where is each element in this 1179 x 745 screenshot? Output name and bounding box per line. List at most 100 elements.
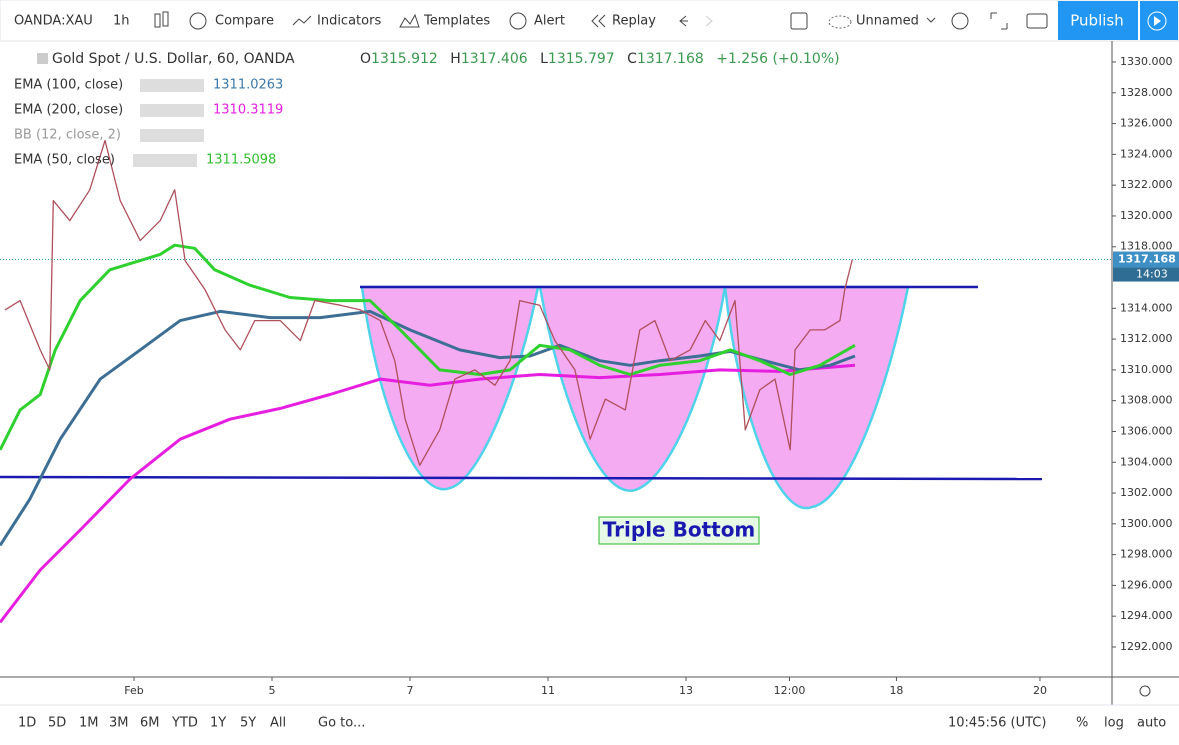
triple-bottom-drawing: Triple Bottom <box>0 285 1043 545</box>
x-tick-label: 12:00 <box>774 684 806 697</box>
last-price: 1317.168 <box>1118 253 1176 266</box>
y-tick-label: 1318.000 <box>1120 240 1173 253</box>
y-tick-label: 1320.000 <box>1120 209 1173 222</box>
countdown: 14:03 <box>1136 268 1168 281</box>
range-button[interactable]: 3M <box>109 716 129 731</box>
y-tick-label: 1322.000 <box>1120 178 1173 191</box>
y-tick-label: 1314.000 <box>1120 301 1173 314</box>
chevron[interactable] <box>926 17 936 23</box>
cloud-icon[interactable] <box>828 15 852 29</box>
y-tick-label: 1310.000 <box>1120 363 1173 376</box>
templates-icon[interactable] <box>399 13 420 28</box>
range-button[interactable]: 1Y <box>210 716 226 731</box>
range-button[interactable]: 6M <box>140 716 160 731</box>
series-line <box>0 363 856 624</box>
symbol-icon <box>37 53 48 64</box>
x-tick-label: 7 <box>406 684 413 697</box>
toolbar: OANDA:XAU 1h Compare Indicators Template… <box>0 0 1179 42</box>
redo[interactable] <box>705 15 713 27</box>
replay[interactable]: Replay <box>612 14 656 29</box>
y-tick-label: 1294.000 <box>1120 609 1173 622</box>
annotation: Triple Bottom <box>603 518 756 542</box>
legend-value: 1311.0263 <box>213 78 283 93</box>
candle-icon[interactable] <box>154 11 169 28</box>
play-triangle <box>1154 16 1161 26</box>
y-tick-label: 1296.000 <box>1120 578 1173 591</box>
legend-entry[interactable]: EMA (50, close) <box>14 153 115 168</box>
annotation-box <box>598 516 760 545</box>
bottom-bar: Go to... 10:45:56 (UTC) % log auto 1D 5D 1… <box>18 685 1166 731</box>
ohlc-key: O <box>360 51 371 67</box>
last-price-tag <box>1113 251 1179 268</box>
range-button[interactable]: YTD <box>171 716 198 731</box>
legend-entry[interactable]: BB (12, close, 2) <box>14 128 121 143</box>
x-tick-label: 5 <box>268 684 275 697</box>
interval[interactable]: 1h <box>113 14 130 29</box>
x-tick-label: 13 <box>679 684 693 697</box>
layout-name[interactable]: Unnamed <box>856 14 919 29</box>
compare[interactable]: Compare <box>215 14 274 29</box>
toolbar-bg <box>0 0 1179 42</box>
templates[interactable]: Templates <box>423 14 490 29</box>
publish[interactable]: Publish <box>1070 12 1123 30</box>
y-tick-label: 1302.000 <box>1120 486 1173 499</box>
x-tick-label: 18 <box>889 684 903 697</box>
x-tick-label: 20 <box>1033 684 1047 697</box>
percent-toggle[interactable]: % <box>1076 716 1088 731</box>
settings[interactable] <box>951 12 969 30</box>
cup <box>723 285 910 510</box>
y-tick-label: 1306.000 <box>1120 424 1173 437</box>
legend: Gold Spot / U.S. Dollar, 60, OANDA O1315… <box>14 51 840 168</box>
snapshot[interactable] <box>1026 13 1048 29</box>
log-toggle[interactable]: log <box>1104 716 1124 731</box>
layout-icon[interactable] <box>790 12 808 30</box>
alert-icon[interactable] <box>509 12 527 30</box>
plot <box>0 139 1112 624</box>
x-tick-label: 11 <box>541 684 555 697</box>
change: +1.256 (+0.10%) <box>716 51 839 67</box>
legend-entry[interactable]: EMA (100, close) <box>14 78 123 93</box>
goto[interactable]: Go to... <box>318 716 365 731</box>
ohlc-key: H <box>450 51 461 67</box>
fullscreen[interactable] <box>990 12 1008 30</box>
cup <box>538 285 727 492</box>
play-icon <box>1147 11 1167 31</box>
indicators-icon[interactable] <box>292 15 312 26</box>
axis-settings[interactable] <box>1139 685 1151 697</box>
compare-icon[interactable] <box>189 12 207 30</box>
y-tick-label: 1298.000 <box>1120 548 1173 561</box>
undo[interactable] <box>679 15 688 27</box>
y-tick-label: 1312.000 <box>1120 332 1173 345</box>
ohlc-value: 1317.168 <box>637 51 704 67</box>
alert[interactable]: Alert <box>534 14 565 29</box>
range-button[interactable]: 1D <box>18 716 36 731</box>
y-tick-label: 1308.000 <box>1120 394 1173 407</box>
support-line <box>0 475 1043 481</box>
legend-buttons[interactable] <box>133 79 204 167</box>
ohlc-value: 1315.797 <box>548 51 615 67</box>
y-tick-label: 1300.000 <box>1120 517 1173 530</box>
y-tick-label: 1326.000 <box>1120 117 1173 130</box>
replay-icon[interactable] <box>591 14 606 28</box>
y-tick-label: 1328.000 <box>1120 86 1173 99</box>
symbol[interactable]: OANDA:XAU <box>14 14 93 29</box>
auto-toggle[interactable]: auto <box>1137 716 1166 731</box>
range-button[interactable]: 5D <box>48 716 66 731</box>
legend-entry[interactable]: EMA (200, close) <box>14 103 123 118</box>
y-tick-label: 1304.000 <box>1120 455 1173 468</box>
indicators[interactable]: Indicators <box>317 14 381 29</box>
clock: 10:45:56 (UTC) <box>948 716 1046 731</box>
ohlc-value: 1317.406 <box>461 51 528 67</box>
ohlc-value: 1315.912 <box>371 51 438 67</box>
chart-title: Gold Spot / U.S. Dollar, 60, OANDA <box>52 51 295 67</box>
y-tick-label: 1292.000 <box>1120 640 1173 653</box>
range-button[interactable]: All <box>270 716 286 731</box>
y-tick-label: 1324.000 <box>1120 147 1173 160</box>
range-button[interactable]: 1M <box>79 716 99 731</box>
series-line <box>0 243 856 451</box>
legend-value: 1311.5098 <box>206 153 276 168</box>
range-button[interactable]: 5Y <box>240 716 256 731</box>
x-tick-label: Feb <box>124 684 143 697</box>
publish-button[interactable] <box>1058 1 1138 40</box>
